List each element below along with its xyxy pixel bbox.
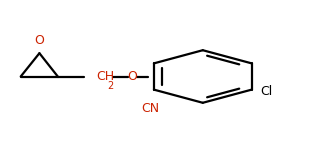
Text: CN: CN — [142, 102, 160, 115]
Text: CH: CH — [97, 70, 115, 83]
Text: Cl: Cl — [261, 85, 273, 98]
Text: O: O — [34, 34, 44, 47]
Text: O: O — [127, 70, 137, 83]
Text: 2: 2 — [107, 80, 113, 91]
